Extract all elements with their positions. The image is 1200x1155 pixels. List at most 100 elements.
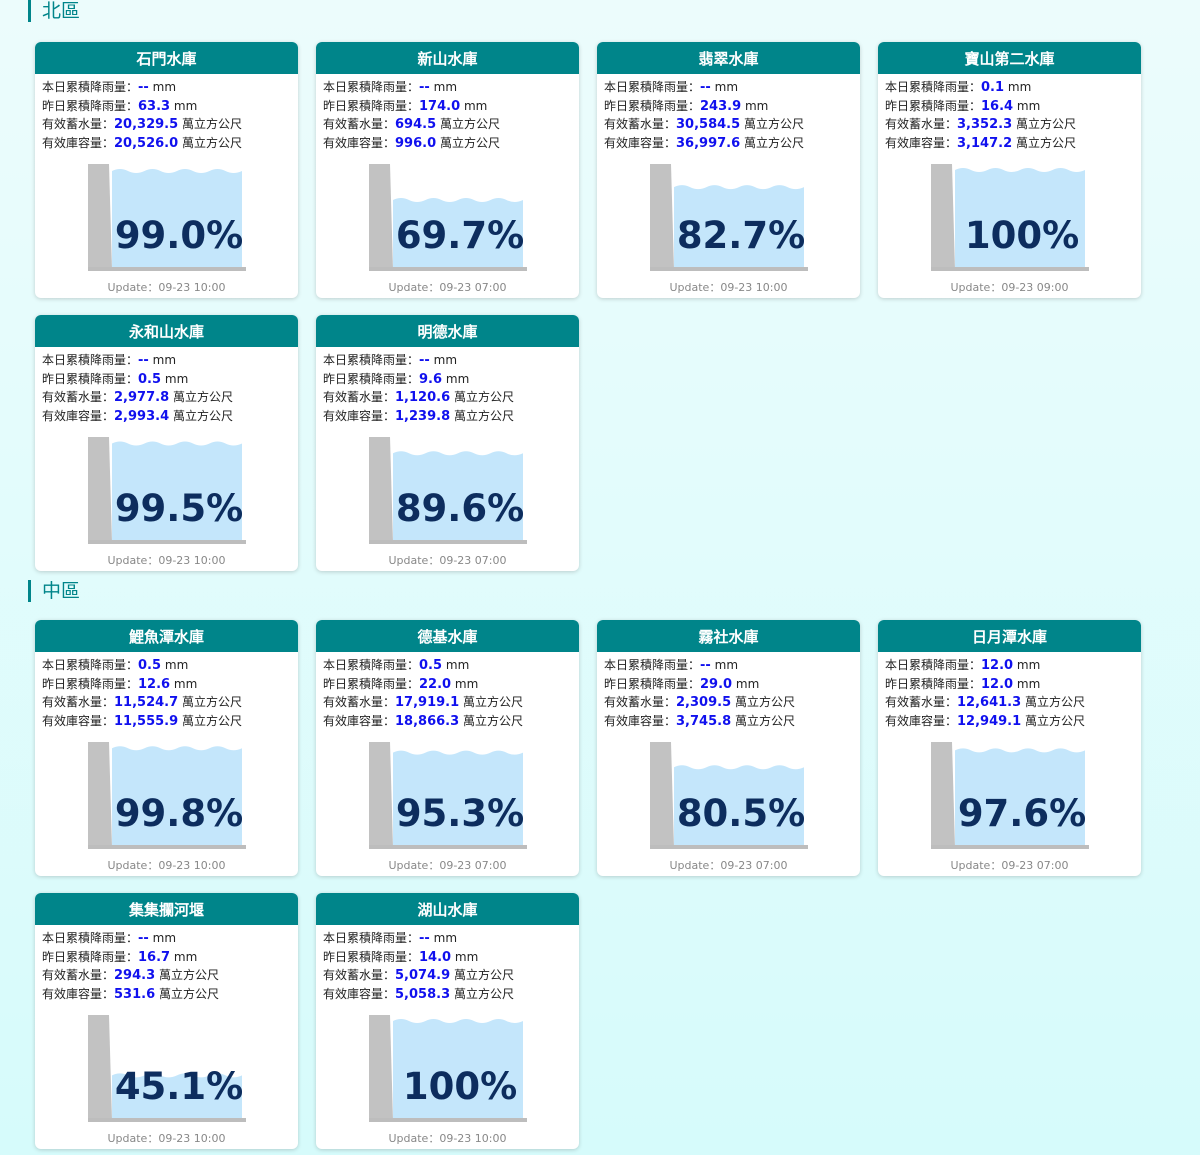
unit: 萬立方公尺	[439, 135, 500, 150]
field-label: 有效庫容量：	[604, 713, 677, 728]
dam-floor	[931, 845, 1089, 849]
unit: 萬立方公尺	[453, 968, 514, 982]
field-value: --	[138, 80, 149, 95]
info-line: 本日累積降雨量：0.5 mm	[323, 656, 469, 673]
field-label: 有效蓄水量：	[604, 695, 677, 709]
field-value: 294.3	[114, 968, 156, 983]
info-line: 有效蓄水量：30,584.5 萬立方公尺	[604, 115, 804, 132]
unit: mm	[1016, 676, 1041, 691]
unit: mm	[433, 931, 458, 945]
info-line: 昨日累積降雨量：63.3 mm	[42, 97, 197, 114]
field-label: 本日累積降雨量：	[42, 353, 139, 367]
card-title: 石門水庫	[35, 42, 298, 74]
unit: 萬立方公尺	[1015, 117, 1076, 131]
percent-label: 80.5%	[677, 792, 805, 835]
percent-label: 99.0%	[115, 214, 243, 257]
update-value: 09-23 07:00	[1001, 859, 1069, 872]
update-time: Update：09-23 10:00	[35, 552, 298, 568]
unit: 萬立方公尺	[744, 135, 805, 150]
unit: 萬立方公尺	[172, 408, 233, 423]
update-prefix: Update：	[107, 281, 159, 294]
card-title: 明德水庫	[316, 315, 579, 347]
info-line: 本日累積降雨量：0.5 mm	[42, 656, 188, 673]
card-title: 新山水庫	[316, 42, 579, 74]
field-value: 1,239.8	[395, 408, 451, 424]
unit: 萬立方公尺	[453, 408, 514, 423]
update-value: 09-23 10:00	[439, 1132, 507, 1145]
water	[393, 197, 523, 269]
card-title: 翡翠水庫	[597, 42, 860, 74]
unit: mm	[1016, 98, 1041, 113]
unit: 萬立方公尺	[463, 695, 524, 709]
dam	[369, 1015, 393, 1120]
field-label: 本日累積降雨量：	[42, 80, 139, 94]
update-prefix: Update：	[107, 1132, 159, 1145]
field-label: 昨日累積降雨量：	[323, 676, 420, 691]
card-title: 寶山第二水庫	[878, 42, 1141, 74]
update-value: 09-23 07:00	[720, 859, 788, 872]
info-line: 本日累積降雨量：12.0 mm	[885, 656, 1040, 673]
update-value: 09-23 10:00	[720, 281, 788, 294]
dam	[88, 164, 112, 269]
dam-floor	[88, 540, 246, 544]
field-label: 有效蓄水量：	[885, 695, 958, 709]
info-line: 昨日累積降雨量：16.7 mm	[42, 948, 197, 965]
info-line: 有效庫容量：3,745.8 萬立方公尺	[604, 712, 795, 729]
water-gauge: 82.7%	[650, 164, 808, 271]
update-prefix: Update：	[669, 281, 721, 294]
update-prefix: Update：	[950, 859, 1002, 872]
card-title: 集集攔河堰	[35, 893, 298, 925]
field-label: 有效庫容量：	[42, 713, 115, 728]
info-line: 本日累積降雨量：-- mm	[604, 78, 738, 95]
update-time: Update：09-23 07:00	[316, 857, 579, 873]
unit: 萬立方公尺	[439, 117, 500, 131]
field-label: 本日累積降雨量：	[42, 658, 139, 672]
field-value: 0.5	[138, 371, 162, 387]
field-value: 5,058.3	[395, 986, 451, 1002]
field-label: 本日累積降雨量：	[604, 658, 701, 672]
field-value: 14.0	[419, 949, 452, 965]
field-value: --	[138, 353, 149, 368]
info-line: 昨日累積降雨量：12.6 mm	[42, 675, 197, 692]
field-label: 昨日累積降雨量：	[885, 98, 982, 113]
field-value: 18,866.3	[395, 713, 460, 729]
update-time: Update：09-23 07:00	[316, 279, 579, 295]
water	[112, 168, 242, 269]
water	[674, 185, 804, 269]
info-line: 有效庫容量：18,866.3 萬立方公尺	[323, 712, 523, 729]
water-gauge: 97.6%	[931, 742, 1089, 849]
field-label: 有效庫容量：	[42, 135, 115, 150]
field-label: 本日累積降雨量：	[604, 80, 701, 94]
water-gauge: 45.1%	[88, 1015, 246, 1122]
unit: 萬立方公尺	[182, 695, 243, 709]
field-label: 有效庫容量：	[323, 135, 396, 150]
unit: mm	[744, 98, 769, 113]
water-gauge: 99.8%	[88, 742, 246, 849]
update-prefix: Update：	[388, 859, 440, 872]
update-prefix: Update：	[388, 1132, 440, 1145]
field-label: 昨日累積降雨量：	[323, 98, 420, 113]
update-value: 09-23 07:00	[439, 554, 507, 567]
field-value: 9.6	[419, 371, 443, 387]
update-value: 09-23 10:00	[158, 554, 226, 567]
water-gauge: 95.3%	[369, 742, 527, 849]
dam	[88, 437, 112, 542]
unit: mm	[433, 80, 458, 94]
info-line: 有效庫容量：1,239.8 萬立方公尺	[323, 407, 514, 424]
field-value: 12,641.3	[957, 695, 1022, 710]
unit: 萬立方公尺	[182, 117, 243, 131]
percent-label: 100%	[965, 214, 1079, 257]
update-time: Update：09-23 10:00	[597, 279, 860, 295]
info-line: 有效庫容量：36,997.6 萬立方公尺	[604, 134, 804, 151]
field-value: 20,329.5	[114, 117, 179, 132]
info-line: 有效庫容量：2,993.4 萬立方公尺	[42, 407, 233, 424]
field-label: 本日累積降雨量：	[323, 80, 420, 94]
card-title: 霧社水庫	[597, 620, 860, 652]
unit: mm	[152, 931, 177, 945]
update-prefix: Update：	[388, 554, 440, 567]
field-value: 16.7	[138, 949, 171, 965]
dam-floor	[88, 1118, 246, 1122]
reservoir-card: 日月潭水庫 本日累積降雨量：12.0 mm 昨日累積降雨量：12.0 mm 有效蓄水量…	[878, 620, 1141, 876]
info-line: 有效庫容量：20,526.0 萬立方公尺	[42, 134, 242, 151]
